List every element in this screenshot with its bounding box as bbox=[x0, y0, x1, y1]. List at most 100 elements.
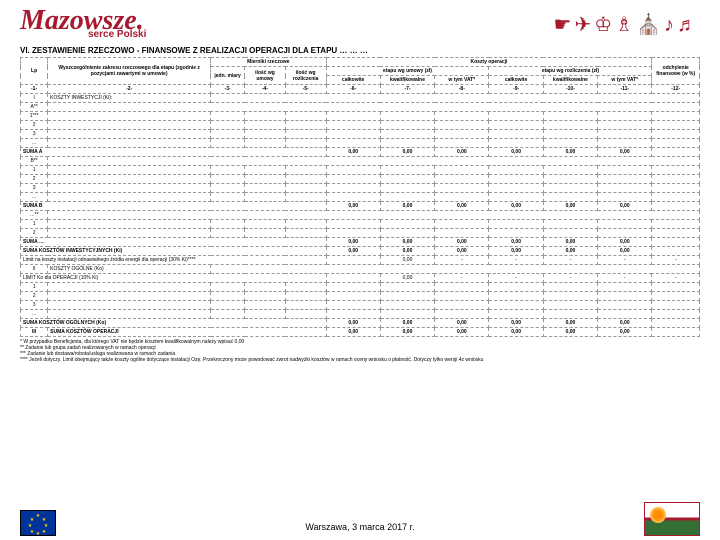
h-eu: etapu wg umowy (zł) bbox=[326, 67, 489, 76]
v: 0,00 bbox=[380, 274, 434, 283]
cell bbox=[598, 229, 652, 238]
sumInw: SUMA KOSZTÓW INWESTYCYJNYCH (Ki) bbox=[21, 247, 327, 256]
v: 0,00 bbox=[598, 148, 652, 157]
cell bbox=[652, 166, 700, 175]
cell bbox=[543, 112, 597, 121]
cell bbox=[245, 310, 286, 319]
cell bbox=[489, 292, 543, 301]
cell bbox=[543, 220, 597, 229]
cell bbox=[598, 292, 652, 301]
cell bbox=[245, 193, 286, 202]
cell bbox=[245, 139, 286, 148]
cell bbox=[48, 301, 211, 310]
cell bbox=[435, 121, 489, 130]
cell bbox=[598, 139, 652, 148]
cell bbox=[598, 310, 652, 319]
v: 0,00 bbox=[380, 256, 434, 265]
cell bbox=[211, 112, 245, 121]
cell bbox=[326, 283, 380, 292]
r-A: A** bbox=[21, 103, 48, 112]
r-star: …** bbox=[21, 211, 48, 220]
n11: -11- bbox=[598, 85, 652, 94]
cell bbox=[652, 175, 700, 184]
cell bbox=[598, 220, 652, 229]
cell bbox=[326, 175, 380, 184]
footer: Warszawa, 3 marca 2017 r. bbox=[0, 502, 720, 536]
footer-location: Warszawa, 3 marca 2017 r. bbox=[305, 522, 414, 532]
v: - bbox=[435, 274, 489, 283]
v: 0,00 bbox=[380, 328, 434, 337]
cell bbox=[245, 292, 286, 301]
n5: -5- bbox=[285, 85, 326, 94]
cell bbox=[435, 130, 489, 139]
n3: -3- bbox=[211, 85, 245, 94]
cell bbox=[489, 166, 543, 175]
cell bbox=[48, 310, 211, 319]
v: - bbox=[543, 274, 597, 283]
cell bbox=[489, 220, 543, 229]
cell bbox=[489, 283, 543, 292]
cell bbox=[652, 319, 700, 328]
cell bbox=[380, 310, 434, 319]
h-vat1: w tym VAT* bbox=[435, 76, 489, 85]
n1: -1- bbox=[21, 85, 48, 94]
sumB: SUMA B bbox=[21, 202, 327, 211]
cell bbox=[598, 283, 652, 292]
r: … bbox=[21, 193, 48, 202]
r: 1 bbox=[21, 220, 48, 229]
r: … bbox=[21, 139, 48, 148]
cell bbox=[211, 166, 245, 175]
n7: -7- bbox=[380, 85, 434, 94]
cell bbox=[48, 184, 211, 193]
v: 0,00 bbox=[435, 148, 489, 157]
h-lp: Lp bbox=[21, 58, 48, 85]
cell bbox=[326, 292, 380, 301]
cell bbox=[211, 229, 245, 238]
v: 0,00 bbox=[489, 247, 543, 256]
cell bbox=[48, 211, 700, 220]
cell bbox=[489, 112, 543, 121]
v: 0,00 bbox=[598, 319, 652, 328]
cell bbox=[285, 229, 326, 238]
cell bbox=[285, 175, 326, 184]
cell bbox=[211, 94, 700, 103]
fn4: **** Jeżeli dotyczy. Limit obejmujący ta… bbox=[20, 357, 700, 363]
v: 0,00 bbox=[489, 328, 543, 337]
sumStar: SUMA … bbox=[21, 238, 327, 247]
n9: -9- bbox=[489, 85, 543, 94]
table-head: Lp Wyszczególnienie zakresu rzeczowego d… bbox=[21, 58, 700, 94]
cell bbox=[245, 229, 286, 238]
cell bbox=[285, 193, 326, 202]
cell bbox=[245, 301, 286, 310]
n6: -6- bbox=[326, 85, 380, 94]
cell bbox=[285, 184, 326, 193]
cell bbox=[380, 166, 434, 175]
cell bbox=[48, 139, 211, 148]
r: 1 bbox=[21, 166, 48, 175]
table-body: IKOSZTY INWESTYCJI (Ki): A** 1*** 2 3 … … bbox=[21, 94, 700, 337]
cell bbox=[380, 220, 434, 229]
cell bbox=[245, 121, 286, 130]
v: 0,00 bbox=[543, 247, 597, 256]
cell bbox=[652, 247, 700, 256]
v: 0,00 bbox=[598, 247, 652, 256]
cell bbox=[285, 112, 326, 121]
cell bbox=[489, 193, 543, 202]
cell bbox=[435, 193, 489, 202]
cell bbox=[245, 283, 286, 292]
cell bbox=[326, 301, 380, 310]
h-il-roz: ilość wg rozliczenia bbox=[285, 67, 326, 85]
cell bbox=[598, 175, 652, 184]
cell bbox=[48, 229, 211, 238]
cell bbox=[489, 121, 543, 130]
cell bbox=[48, 193, 211, 202]
h-mierniki: Mierniki rzeczowe bbox=[211, 58, 326, 67]
cell bbox=[285, 220, 326, 229]
cell bbox=[211, 175, 245, 184]
cell bbox=[652, 283, 700, 292]
r-I-title: KOSZTY INWESTYCJI (Ki): bbox=[48, 94, 211, 103]
cell bbox=[48, 283, 211, 292]
cell bbox=[435, 175, 489, 184]
v: 0,00 bbox=[380, 148, 434, 157]
cell bbox=[380, 229, 434, 238]
